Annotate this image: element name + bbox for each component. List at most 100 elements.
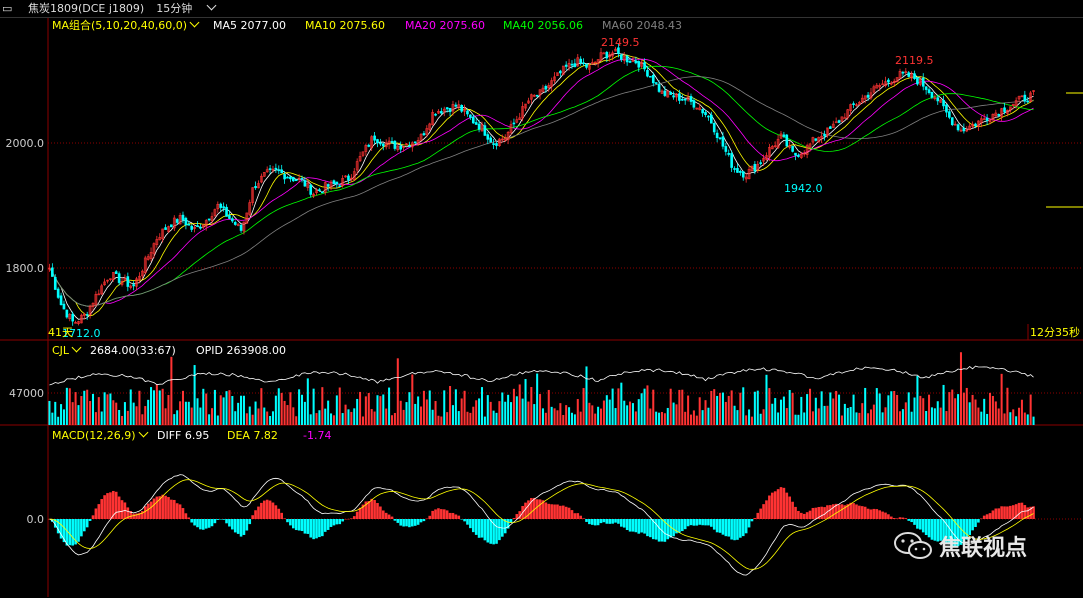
candle [927, 89, 931, 93]
macd-bar [556, 504, 559, 519]
volume-bar [518, 384, 521, 425]
macd-bar [65, 519, 69, 546]
macd-bar [527, 500, 530, 519]
volume-bar [417, 396, 420, 425]
macd-bar [338, 519, 342, 525]
candle [750, 165, 754, 171]
symbol-selector[interactable]: 焦炭1809(DCE j1809) [28, 2, 145, 15]
opid-value: OPID 263908.00 [196, 344, 286, 357]
macd-bar [672, 519, 675, 537]
volume-bar [65, 387, 68, 425]
candle [826, 127, 829, 136]
volume-bar [893, 391, 896, 425]
candle [492, 143, 495, 145]
macd-bar [675, 519, 678, 534]
candle [477, 123, 481, 130]
volume-indicator-selector[interactable]: CJL [52, 342, 82, 357]
volume-bar [788, 390, 791, 425]
ma-indicator-selector[interactable]: MA组合(5,10,20,40,60,0) [52, 17, 200, 32]
candle [866, 94, 870, 98]
volume-bar [434, 401, 437, 425]
volume-bar [774, 398, 777, 425]
volume-bar [196, 398, 199, 425]
candle [460, 104, 463, 112]
volume-bar [240, 395, 243, 425]
macd-bar [982, 515, 986, 519]
macd-bar [570, 510, 574, 519]
period-selector[interactable]: 15分钟 [156, 0, 217, 15]
volume-bar [849, 406, 852, 425]
candle [419, 134, 423, 141]
volume-bar [968, 402, 971, 425]
macd-bar [187, 517, 191, 519]
candle [550, 80, 553, 87]
macd-bar [231, 519, 234, 530]
candle [315, 190, 318, 193]
candle [524, 103, 527, 109]
volume-bar [57, 416, 60, 425]
macd-bar [634, 519, 638, 533]
macd-bar [152, 498, 156, 519]
macd-bar [138, 512, 141, 519]
window-menu-icon[interactable]: ▭ [2, 2, 13, 15]
candle [112, 272, 115, 280]
volume-bar [431, 409, 434, 425]
volume-bar [611, 388, 614, 425]
macd-bar [622, 519, 626, 528]
candle [204, 220, 208, 227]
macd-bar [97, 504, 101, 519]
macd-bar [53, 519, 57, 528]
macd-bar [753, 518, 757, 519]
candle [495, 143, 498, 146]
volume-bar [669, 388, 672, 425]
candle [547, 85, 551, 88]
macd-indicator-selector[interactable]: MACD(12,26,9) [52, 427, 148, 442]
candle [138, 275, 141, 281]
volume-bar [925, 410, 928, 425]
candle [178, 215, 182, 225]
volume-bar [1015, 416, 1018, 425]
candle [271, 168, 275, 171]
macd-bar [402, 519, 405, 527]
candle [956, 124, 960, 131]
volume-bar [698, 397, 701, 425]
volume-bar [983, 398, 986, 425]
candle [440, 111, 443, 114]
candle [387, 140, 391, 145]
candle [715, 132, 719, 139]
macd-bar [126, 507, 130, 519]
macd-bar [654, 519, 658, 540]
candle [797, 154, 800, 157]
candle [213, 209, 217, 216]
candle [538, 89, 542, 96]
candle [94, 294, 98, 305]
macd-bar [71, 519, 74, 546]
volume-bar [138, 390, 141, 425]
macd-bar [207, 519, 211, 528]
volume-bar [277, 388, 280, 425]
candle [869, 92, 873, 99]
macd-bar [948, 519, 951, 545]
macd-bar [132, 513, 135, 519]
macd-bar [167, 497, 170, 519]
volume-bar [440, 416, 443, 425]
candle [878, 85, 882, 88]
volume-bar [91, 393, 95, 425]
candle [373, 135, 376, 141]
macd-bar [474, 519, 478, 535]
macd-bar [573, 513, 577, 519]
macd-bar [312, 519, 315, 540]
macd-bar [669, 519, 672, 538]
candle [457, 104, 461, 109]
volume-bar [193, 365, 196, 425]
volume-bar [959, 352, 962, 425]
volume-bar [936, 401, 939, 425]
candle [201, 224, 205, 228]
macd-bar [416, 519, 420, 525]
chevron-down-icon [138, 427, 148, 438]
candle [123, 278, 127, 281]
ma10-line [49, 54, 1034, 317]
macd-bar [202, 519, 205, 530]
candle [564, 64, 568, 67]
